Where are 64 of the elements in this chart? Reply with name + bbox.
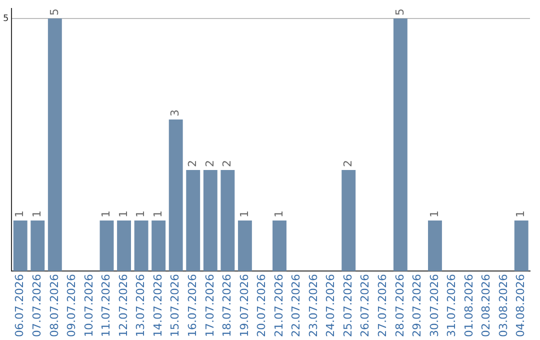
x-tick-label: 11.07.2026 — [100, 274, 113, 338]
x-tick-label: 22.07.2026 — [290, 274, 303, 338]
bar — [30, 220, 45, 272]
x-tick-label: 12.07.2026 — [116, 274, 130, 338]
x-tick-label: 01.08.2026 — [462, 274, 476, 338]
bar — [100, 220, 114, 272]
x-tick-label: 06.07.2026 — [13, 274, 26, 338]
x-tick-label: 02.08.2026 — [480, 274, 493, 338]
x-tick-label: 13.07.2026 — [134, 274, 148, 338]
x-tick-label: 07.07.2026 — [30, 274, 44, 338]
data-label: 1 — [134, 210, 148, 218]
data-label: 2 — [220, 160, 234, 168]
x-tick-label: 20.07.2026 — [255, 274, 268, 338]
bar — [428, 220, 442, 272]
data-label: 1 — [100, 210, 113, 218]
bar — [48, 18, 62, 272]
bar — [514, 220, 528, 272]
bar — [342, 170, 356, 272]
data-label: 3 — [168, 110, 182, 117]
x-tick-label: 25.07.2026 — [341, 274, 354, 338]
data-label: 2 — [341, 160, 354, 168]
x-tick-label: 31.07.2026 — [445, 274, 458, 338]
data-label: 5 — [48, 8, 61, 16]
x-tick-label: 08.07.2026 — [48, 274, 61, 338]
x-tick-label: 26.07.2026 — [358, 274, 372, 338]
x-tick-label: 21.07.2026 — [272, 274, 286, 338]
bar — [272, 220, 286, 272]
x-tick-label: 23.07.2026 — [306, 274, 320, 338]
data-label: 1 — [116, 210, 130, 218]
data-label: 2 — [186, 160, 199, 168]
x-tick-label: 28.07.2026 — [393, 274, 406, 338]
bar — [134, 220, 148, 272]
x-tick-label: 30.07.2026 — [428, 274, 441, 338]
x-tick-label: 16.07.2026 — [186, 274, 199, 338]
x-tick-label: 10.07.2026 — [82, 274, 96, 338]
x-tick-label: 15.07.2026 — [168, 274, 182, 338]
bar — [152, 220, 166, 272]
data-label: 1 — [151, 210, 164, 218]
bar — [238, 220, 252, 272]
x-tick-label: 18.07.2026 — [220, 274, 234, 338]
bar — [13, 220, 28, 272]
x-tick-label: 09.07.2026 — [65, 274, 78, 338]
data-label: 1 — [428, 210, 441, 218]
bar — [186, 170, 200, 272]
x-tick-label: 19.07.2026 — [238, 274, 251, 338]
data-label: 2 — [203, 160, 216, 168]
bar — [220, 170, 235, 272]
data-label: 1 — [514, 210, 528, 218]
x-tick-label: 24.07.2026 — [324, 274, 338, 338]
bar — [168, 120, 183, 272]
data-label: 1 — [272, 210, 286, 218]
x-tick-label: 04.08.2026 — [514, 274, 528, 338]
x-tick-label: 29.07.2026 — [410, 274, 424, 338]
x-tick-label: 17.07.2026 — [203, 274, 216, 338]
bar — [203, 170, 218, 272]
x-tick-label: 27.07.2026 — [376, 274, 390, 338]
x-tick-label: 14.07.2026 — [151, 274, 164, 338]
bar — [117, 220, 131, 272]
data-label: 1 — [30, 210, 44, 218]
data-label: 1 — [13, 210, 26, 218]
x-tick-label: 03.08.2026 — [496, 274, 510, 338]
data-label: 5 — [393, 8, 406, 16]
data-label: 1 — [238, 210, 251, 218]
bar — [393, 18, 408, 272]
